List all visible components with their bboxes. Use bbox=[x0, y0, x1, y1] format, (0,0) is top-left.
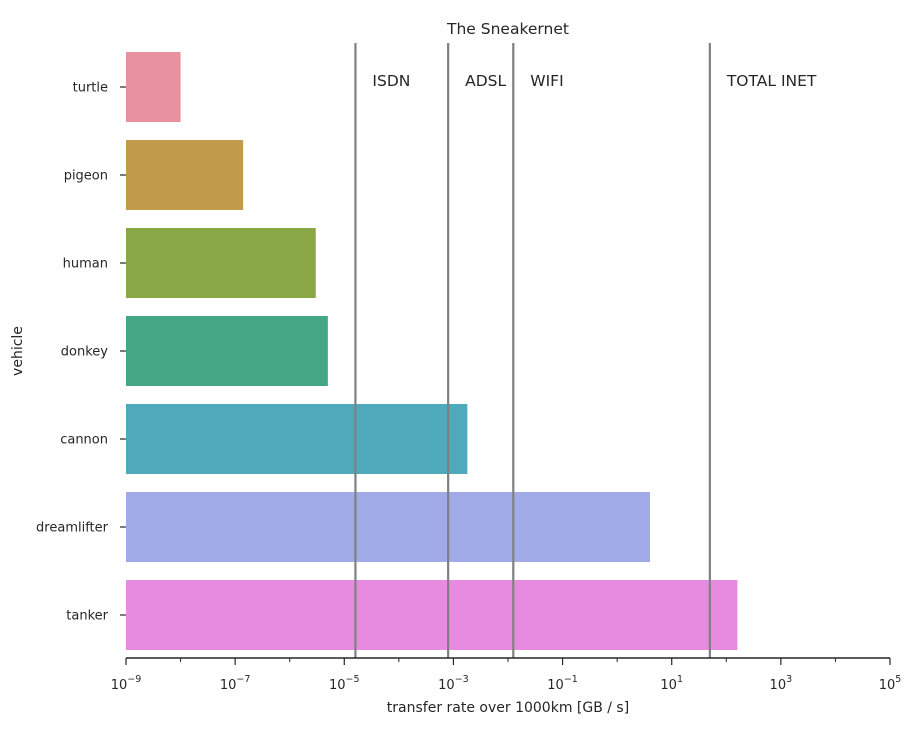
y-tick-label-dreamlifter: dreamlifter bbox=[36, 521, 109, 536]
reference-lines-group: ISDN ADSL WIFI TOTAL INET bbox=[354, 43, 817, 658]
bar-dreamlifter bbox=[126, 492, 650, 562]
x-tick-label: 10−1 bbox=[547, 674, 578, 693]
bar-pigeon bbox=[126, 140, 244, 210]
chart-title: The Sneakernet bbox=[446, 20, 569, 38]
x-tick-label: 10−5 bbox=[329, 674, 360, 693]
x-tick-label: 10−3 bbox=[438, 674, 469, 693]
y-tick-label-turtle: turtle bbox=[73, 81, 108, 96]
x-tick-label: 10−7 bbox=[220, 674, 251, 693]
x-tick-label: 105 bbox=[879, 674, 902, 693]
bars-group bbox=[126, 52, 738, 650]
bar-cannon bbox=[126, 404, 468, 474]
x-tick-label: 10−9 bbox=[111, 674, 142, 693]
reference-label-wifi: WIFI bbox=[530, 72, 563, 90]
y-tick-label-human: human bbox=[63, 257, 108, 272]
x-tick-label: 103 bbox=[770, 674, 793, 693]
bar-turtle bbox=[126, 52, 181, 122]
bar-donkey bbox=[126, 316, 328, 386]
x-axis: 10−9 10−7 10−5 10−3 10−1 101 103 105 bbox=[111, 657, 902, 693]
x-tick-label: 101 bbox=[660, 674, 683, 693]
reference-label-isdn: ISDN bbox=[372, 72, 410, 90]
bar-human bbox=[126, 228, 316, 298]
bar-tanker bbox=[126, 580, 738, 650]
y-tick-label-cannon: cannon bbox=[60, 433, 108, 448]
y-axis: turtle pigeon human donkey cannon dreamlifter… bbox=[36, 81, 126, 624]
y-tick-label-tanker: tanker bbox=[66, 609, 108, 624]
y-axis-label: vehicle bbox=[10, 326, 26, 376]
reference-label-total-inet: TOTAL INET bbox=[726, 72, 817, 90]
y-tick-label-donkey: donkey bbox=[61, 345, 109, 360]
x-axis-label: transfer rate over 1000km [GB / s] bbox=[387, 700, 629, 716]
reference-label-adsl: ADSL bbox=[465, 72, 506, 90]
y-tick-label-pigeon: pigeon bbox=[64, 169, 108, 184]
